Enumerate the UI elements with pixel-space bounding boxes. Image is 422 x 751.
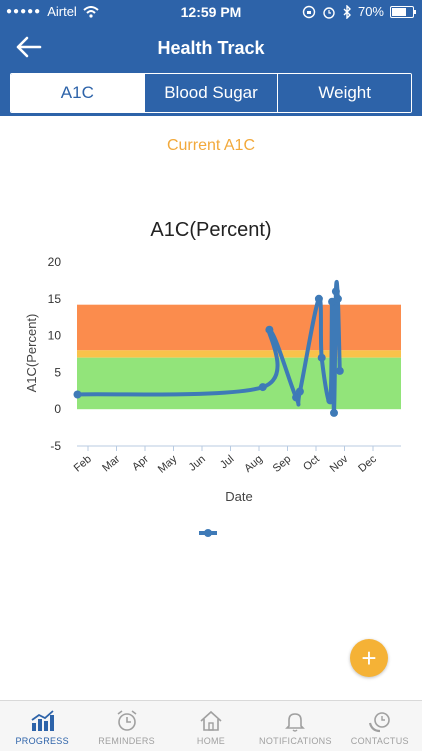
- x-tick-label: Sep: [271, 453, 294, 475]
- plus-icon: +: [361, 642, 377, 673]
- battery-percent: 70%: [357, 4, 384, 19]
- alarm-icon: [323, 6, 335, 19]
- chart-legend: [199, 529, 217, 537]
- nav-progress[interactable]: PROGRESS: [0, 701, 84, 751]
- orientation-lock-icon: [302, 5, 316, 18]
- nav-home[interactable]: HOME: [169, 701, 253, 751]
- x-tick-label: Apr: [130, 453, 151, 473]
- page-title: Health Track: [157, 38, 265, 58]
- a1c-data-point[interactable]: [333, 294, 342, 303]
- nav-contactus[interactable]: CONTACTUS: [338, 701, 422, 751]
- y-tick-label: 5: [54, 365, 61, 379]
- nav-reminders[interactable]: REMINDERS: [84, 701, 168, 751]
- x-axis-label: Date: [225, 489, 252, 504]
- nav-progress-label: PROGRESS: [15, 736, 69, 746]
- current-a1c-label: Current A1C: [166, 137, 256, 154]
- add-entry-button[interactable]: +: [350, 639, 388, 677]
- a1c-data-point[interactable]: [330, 408, 338, 417]
- x-tick-label: Nov: [328, 453, 351, 475]
- signal-icon: ●●●●●: [6, 6, 42, 17]
- status-time: 12:59 PM: [180, 4, 242, 20]
- status-bar: ●●●●● Airtel 12:59 PM 70%: [0, 0, 422, 24]
- x-tick-label: May: [156, 453, 180, 476]
- target-band-2: [77, 357, 401, 410]
- bell-icon: [285, 713, 306, 732]
- battery-icon: [390, 5, 416, 18]
- nav-notifications[interactable]: NOTIFICATIONS: [253, 701, 337, 751]
- y-tick-label: 20: [48, 255, 62, 269]
- a1c-data-point[interactable]: [73, 390, 82, 399]
- bluetooth-icon: [343, 4, 351, 19]
- nav-contactus-label: CONTACTUS: [350, 736, 409, 746]
- a1c-data-point[interactable]: [258, 383, 267, 392]
- x-tick-label: Oct: [301, 453, 322, 473]
- header-bar: ●●●●● Airtel 12:59 PM 70%: [0, 0, 422, 116]
- progress-chart-icon: [31, 710, 55, 731]
- nav-reminders-label: REMINDERS: [98, 736, 155, 746]
- x-tick-label: Aug: [242, 453, 265, 475]
- target-band-0: [77, 304, 401, 351]
- home-icon: [200, 710, 222, 731]
- alarm-clock-icon: [117, 710, 137, 731]
- a1c-data-point[interactable]: [314, 294, 323, 303]
- y-tick-label: 10: [48, 329, 62, 343]
- a1c-data-point[interactable]: [335, 366, 344, 375]
- y-tick-label: 15: [48, 292, 62, 306]
- tab-blood-sugar[interactable]: Blood Sugar: [143, 74, 278, 112]
- a1c-data-point[interactable]: [265, 325, 274, 334]
- chart-title: A1C(Percent): [150, 219, 271, 241]
- x-tick-label: Mar: [100, 453, 122, 475]
- segmented-tabs: A1C Blood Sugar Weight: [10, 73, 412, 113]
- phone-clock-icon: [368, 712, 390, 733]
- back-button[interactable]: [14, 34, 44, 60]
- a1c-data-point[interactable]: [331, 287, 340, 296]
- wifi-icon: [83, 5, 99, 18]
- x-tick-label: Jun: [187, 453, 208, 474]
- carrier-label: Airtel: [47, 4, 77, 19]
- navigation-bar: Health Track: [0, 28, 422, 68]
- y-tick-label: 0: [54, 402, 61, 416]
- bottom-tab-bar: PROGRESS REMINDERS HOME NOTIFICATIONS CO…: [0, 700, 422, 751]
- nav-notifications-label: NOTIFICATIONS: [259, 736, 332, 746]
- a1c-data-point[interactable]: [326, 396, 335, 405]
- x-tick-label: Feb: [72, 453, 94, 474]
- target-band-1: [77, 350, 401, 358]
- nav-home-label: HOME: [196, 736, 226, 746]
- a1c-data-point[interactable]: [292, 393, 301, 402]
- tab-weight[interactable]: Weight: [277, 74, 411, 112]
- tab-a1c[interactable]: A1C: [11, 74, 144, 112]
- a1c-line-chart: A1C(Percent) A1C(Percent) Date 20 15 10 5 0 -…: [24, 219, 401, 537]
- x-tick-label: Dec: [356, 453, 379, 475]
- x-tick-label: Jul: [218, 453, 236, 471]
- y-axis-label: A1C(Percent): [24, 314, 39, 393]
- y-tick-label: -5: [50, 439, 61, 453]
- back-arrow-icon: [16, 36, 42, 58]
- a1c-data-point[interactable]: [317, 353, 326, 362]
- a1c-data-point[interactable]: [295, 387, 304, 396]
